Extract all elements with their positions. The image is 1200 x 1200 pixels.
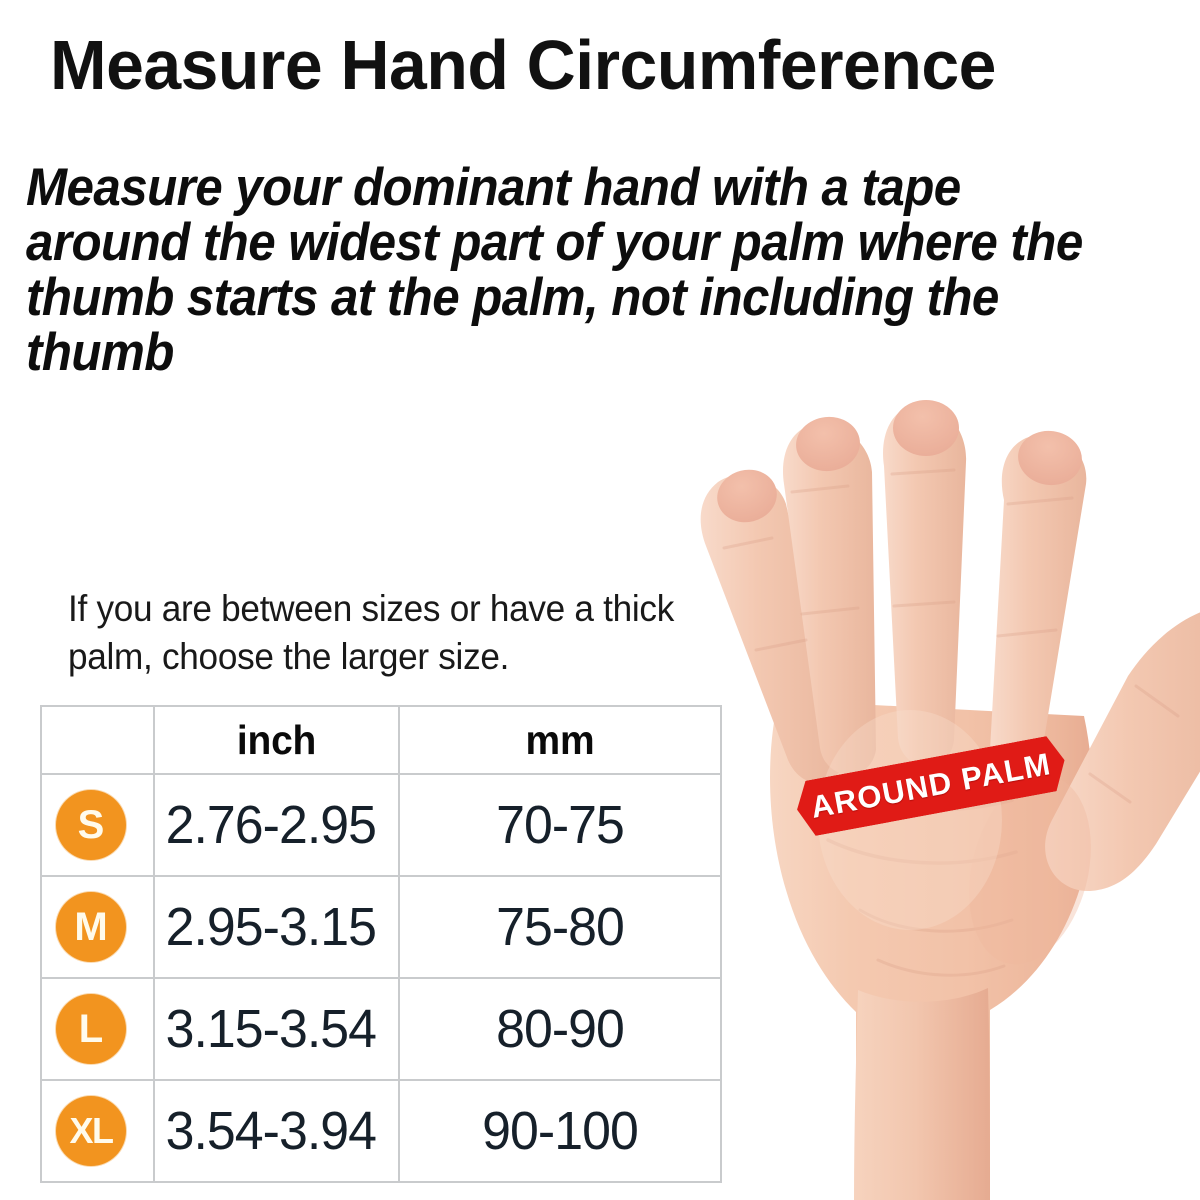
size-badge-cell: L [40,977,155,1081]
ring-finger [783,416,876,775]
cell-mm-m: 75-80 [404,875,716,979]
thumb [1045,612,1200,892]
size-badge-l: L [56,994,126,1064]
size-badge-cell: S [40,773,155,877]
size-badge-cell: M [40,875,155,979]
cell-inch-m: 2.95-3.15 [157,875,396,979]
instruction-paragraph: Measure your dominant hand with a tape a… [26,158,1083,382]
table-row: L 3.15-3.54 80-90 [40,977,721,1081]
cell-mm-s: 70-75 [404,773,716,877]
pinky-finger [700,469,844,784]
sizing-note: If you are between sizes or have a thick… [68,588,675,677]
middle-finger [883,400,967,767]
size-chart-table: inch mm S 2.76-2.95 70-75 M 2.95-3.15 75… [40,705,722,1183]
index-finger [990,430,1087,779]
cell-mm-xl: 90-100 [404,1079,716,1183]
cell-inch-xl: 3.54-3.94 [157,1079,396,1183]
size-badge-cell: XL [40,1079,155,1183]
thenar-shading [969,775,1091,965]
cell-inch-l: 3.15-3.54 [157,977,396,1081]
cell-mm-l: 80-90 [404,977,716,1081]
cell-inch-s: 2.76-2.95 [157,773,396,877]
wrist-shape [854,988,990,1200]
header-cell-mm: mm [406,705,714,775]
size-badge-m: M [56,892,126,962]
page-title: Measure Hand Circumference [50,26,996,104]
size-badge-xl: XL [56,1096,126,1166]
size-badge-s: S [56,790,126,860]
header-cell-size [42,705,153,775]
table-row: S 2.76-2.95 70-75 [40,773,721,877]
finger-joint-lines [722,468,1180,804]
table-header-row: inch mm [41,705,721,775]
table-row: M 2.95-3.15 75-80 [40,875,721,979]
table-row: XL 3.54-3.94 90-100 [40,1079,721,1183]
header-cell-inch: inch [159,705,394,775]
